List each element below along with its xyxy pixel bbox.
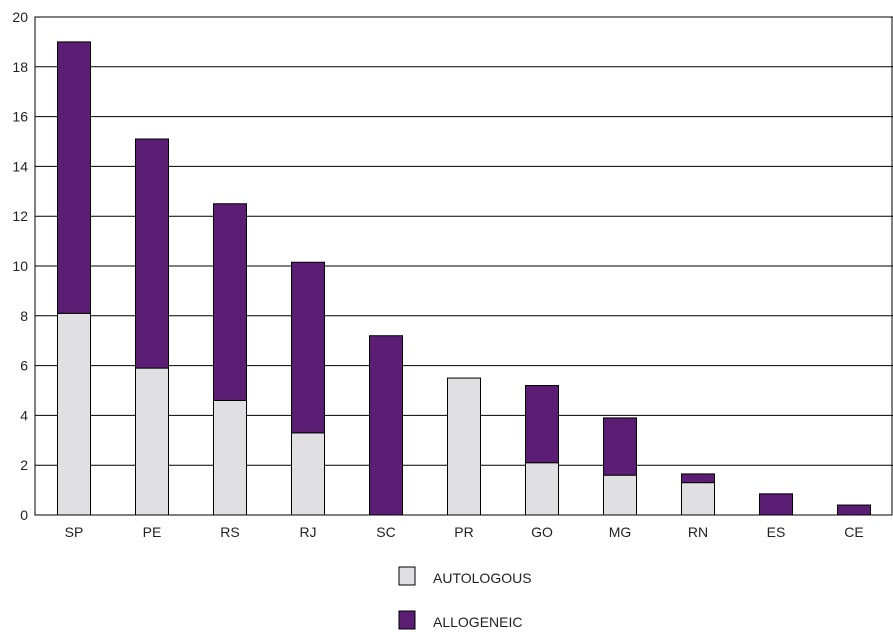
y-tick-label: 4: [20, 407, 28, 423]
bar-segment-allogeneic: [135, 138, 169, 369]
x-tick-label: ES: [767, 524, 786, 540]
x-tick-label: GO: [531, 524, 553, 540]
bar-segment-allogeneic: [525, 385, 559, 464]
x-tick-label: MG: [609, 524, 632, 540]
y-tick-label: 16: [12, 109, 28, 125]
bar-segment-allogeneic: [291, 261, 325, 434]
legend-swatch: [398, 566, 416, 586]
bar-segment-allogeneic: [57, 41, 91, 314]
y-tick-label: 20: [12, 9, 28, 25]
y-tick-label: 10: [12, 258, 28, 274]
bar-segment-autologous: [603, 474, 637, 516]
bar-segment-autologous: [447, 377, 481, 516]
bar-segment-allogeneic: [837, 504, 871, 516]
bar-segment-allogeneic: [681, 473, 715, 484]
y-tick-label: 8: [20, 308, 28, 324]
bar-segment-autologous: [135, 367, 169, 516]
bar-segment-autologous: [213, 399, 247, 516]
x-tick-label: PR: [454, 524, 473, 540]
y-tick-label: 0: [20, 507, 28, 523]
legend: AUTOLOGOUS ALLOGENEIC: [398, 566, 532, 630]
axes: 0 2 4 6 8 10 12 14 16 18 20 SP PE RS RJ SC PR GO MG RN ES CE: [12, 9, 893, 540]
legend-swatch: [398, 610, 416, 630]
x-tick-label: PE: [143, 524, 162, 540]
x-tick-label: SP: [65, 524, 84, 540]
bar-segment-autologous: [681, 482, 715, 516]
bar-segment-allogeneic: [369, 335, 403, 516]
y-tick-label: 18: [12, 59, 28, 75]
x-tick-label: SC: [376, 524, 395, 540]
plot-frame: [34, 16, 893, 516]
bar-segment-autologous: [291, 432, 325, 516]
y-tick-label: 12: [12, 208, 28, 224]
legend-label: ALLOGENEIC: [433, 614, 522, 630]
y-tick-label: 2: [20, 457, 28, 473]
bar-segment-allogeneic: [213, 203, 247, 401]
bars: [57, 41, 871, 516]
legend-label: AUTOLOGOUS: [433, 570, 532, 586]
x-tick-label: RJ: [299, 524, 316, 540]
bar-segment-allogeneic: [603, 417, 637, 476]
bar-segment-autologous: [57, 312, 91, 516]
x-tick-label: RS: [220, 524, 239, 540]
x-tick-label: RN: [688, 524, 708, 540]
bar-segment-allogeneic: [759, 493, 793, 516]
y-tick-label: 6: [20, 358, 28, 374]
bar-segment-autologous: [525, 462, 559, 516]
y-tick-label: 14: [12, 158, 28, 174]
x-tick-label: CE: [844, 524, 863, 540]
